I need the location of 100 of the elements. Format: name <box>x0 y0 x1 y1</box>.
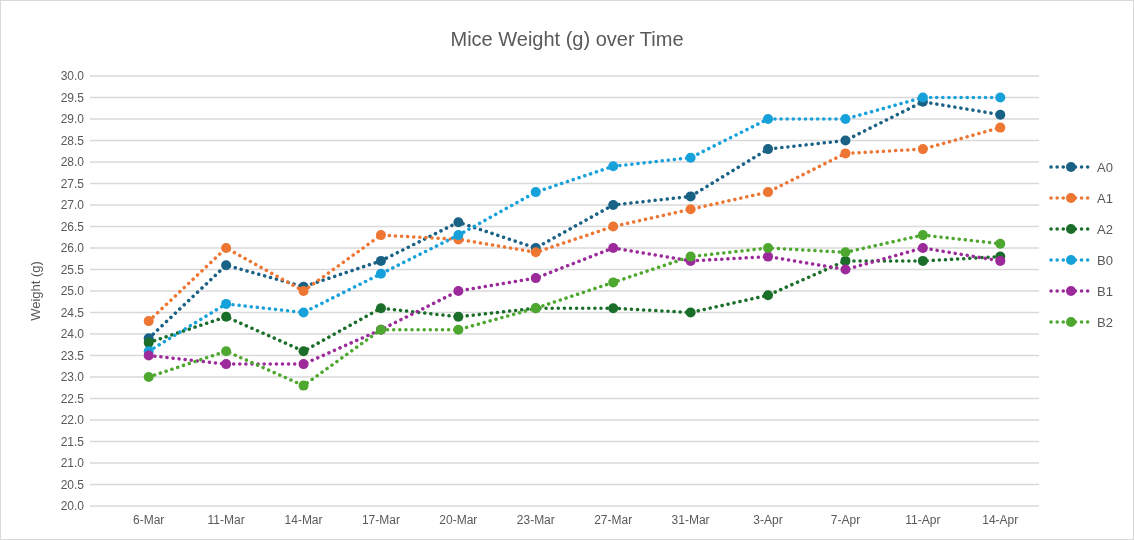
y-tick-label: 24.0 <box>60 327 85 342</box>
x-tick-label: 11-Mar <box>207 513 245 527</box>
point <box>221 311 232 322</box>
point <box>375 230 386 241</box>
point <box>608 243 619 253</box>
x-tick-label: 31-Mar <box>671 513 710 527</box>
point <box>608 221 619 232</box>
point <box>530 247 541 258</box>
y-tick-label: 25.5 <box>60 262 85 277</box>
point <box>221 298 232 309</box>
point <box>685 191 696 202</box>
y-tick-label: 20.5 <box>60 477 85 492</box>
point <box>685 204 696 215</box>
point <box>763 290 774 301</box>
point <box>375 268 386 279</box>
y-tick-label: 30.0 <box>60 69 85 84</box>
x-tick-label: 11-Apr <box>905 513 941 527</box>
point <box>995 255 1006 266</box>
point <box>917 92 928 103</box>
point <box>685 251 696 262</box>
legend-label: B0 <box>1097 252 1113 268</box>
point <box>840 247 851 258</box>
point <box>143 316 154 327</box>
point <box>763 114 774 124</box>
point <box>143 350 154 361</box>
point <box>917 255 928 266</box>
point <box>221 243 232 253</box>
x-tick-label: 27-Mar <box>594 513 633 527</box>
point <box>221 260 232 271</box>
point <box>375 303 386 314</box>
x-tick-label: 14-Mar <box>284 513 323 527</box>
y-tick-label: 20.0 <box>60 499 85 514</box>
point <box>840 148 851 159</box>
y-tick-label: 24.5 <box>60 305 85 320</box>
point <box>143 372 154 382</box>
point <box>995 122 1006 133</box>
point <box>530 187 541 198</box>
point <box>840 135 851 146</box>
point <box>453 217 464 228</box>
point <box>763 144 774 155</box>
legend-label: B1 <box>1097 283 1113 299</box>
point <box>530 273 541 284</box>
point <box>453 311 464 322</box>
y-tick-label: 27.5 <box>60 176 85 191</box>
point <box>917 230 928 241</box>
point <box>763 187 774 198</box>
y-tick-label: 21.5 <box>60 434 85 449</box>
point <box>995 92 1006 103</box>
y-tick-label: 23.5 <box>60 348 85 363</box>
y-tick-label: 29.0 <box>60 112 85 127</box>
point <box>298 307 309 318</box>
x-tick-label: 14-Apr <box>982 513 1019 527</box>
y-tick-label: 29.5 <box>60 90 85 105</box>
point <box>221 359 232 370</box>
y-tick-label: 21.0 <box>60 456 85 471</box>
point <box>298 380 309 391</box>
point <box>995 109 1006 120</box>
x-tick-label: 23-Mar <box>516 513 555 527</box>
y-tick-label: 26.0 <box>60 241 85 256</box>
point <box>221 346 232 357</box>
point <box>298 346 309 357</box>
point <box>143 337 154 348</box>
x-tick-label: 7-Apr <box>830 513 861 527</box>
y-tick-label: 28.0 <box>60 155 85 170</box>
legend-label: A1 <box>1097 190 1113 206</box>
point <box>917 144 928 155</box>
x-tick-label: 20-Mar <box>439 513 478 527</box>
legend-label: A2 <box>1097 221 1113 237</box>
point <box>608 161 619 172</box>
y-tick-label: 22.5 <box>60 391 85 406</box>
point <box>375 255 386 266</box>
point <box>995 238 1006 249</box>
x-tick-label: 3-Apr <box>753 513 783 527</box>
point <box>685 152 696 163</box>
y-tick-label: 26.5 <box>60 219 85 234</box>
point <box>453 230 464 241</box>
y-axis-title: Weight (g) <box>28 261 43 321</box>
point <box>298 286 309 296</box>
point <box>840 114 851 124</box>
legend-label: B2 <box>1097 314 1113 330</box>
point <box>608 277 619 288</box>
point <box>917 243 928 253</box>
y-tick-label: 25.0 <box>60 284 85 299</box>
y-tick-label: 27.0 <box>60 198 85 213</box>
point <box>298 359 309 370</box>
point <box>608 303 619 314</box>
chart-title: Mice Weight (g) over Time <box>450 28 684 50</box>
point <box>453 324 464 335</box>
point <box>685 307 696 318</box>
point <box>453 286 464 296</box>
point <box>840 264 851 275</box>
point <box>763 251 774 262</box>
y-tick-label: 22.0 <box>60 413 85 428</box>
y-tick-label: 23.0 <box>60 370 85 385</box>
legend-label: A0 <box>1097 159 1113 175</box>
point <box>763 243 774 253</box>
point <box>608 200 619 210</box>
x-tick-label: 17-Mar <box>361 513 400 527</box>
x-tick-label: 6-Mar <box>133 513 165 527</box>
y-tick-label: 28.5 <box>60 133 85 148</box>
